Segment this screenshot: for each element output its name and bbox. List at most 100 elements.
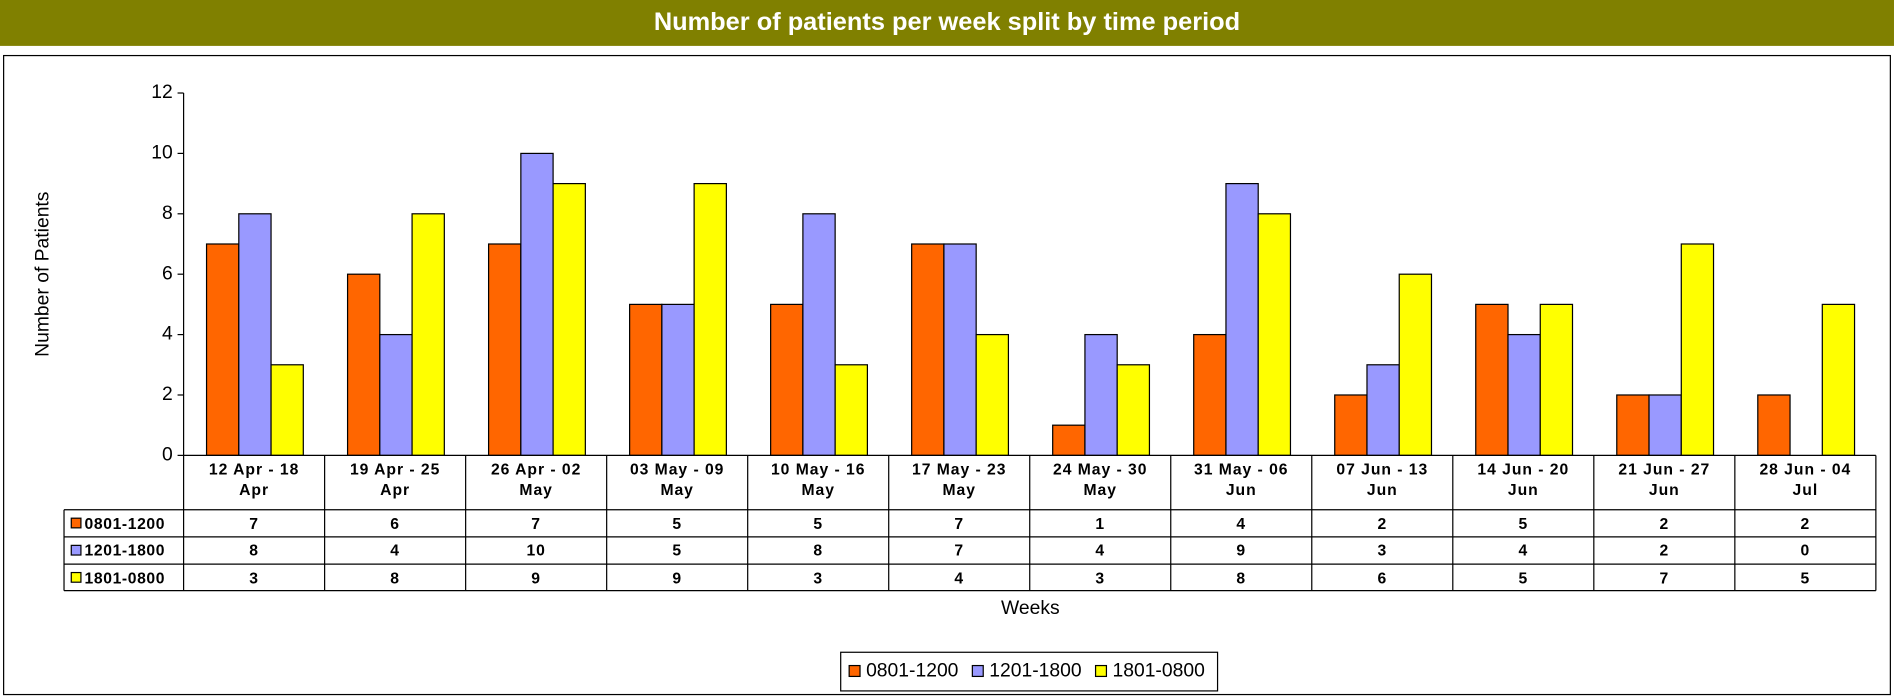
x-tick-label: 10 May - 16 May [770,460,866,499]
x-tick-label: 24 May - 30 May [1053,460,1148,499]
table-value: 5 [672,541,683,560]
table-legend-swatch [70,571,82,583]
bar [943,243,977,456]
bar [1539,303,1574,456]
table-value: 4 [954,568,965,587]
bar [661,303,695,456]
bar [520,152,554,456]
bar [487,243,522,456]
table-value: 0 [1800,541,1811,560]
table-value: 2 [1659,541,1670,560]
bar [1475,303,1509,456]
table-value: 3 [249,568,259,587]
bar [802,213,836,456]
table-series-name: 1201-1800 [84,541,166,560]
table-value: 9 [672,568,683,587]
table-legend-swatch [70,544,82,556]
bar [1821,303,1856,456]
bar [1398,273,1433,456]
table-value: 6 [1377,568,1388,587]
table-value: 3 [1095,568,1106,587]
table-value: 10 [526,541,546,560]
bar [1257,213,1292,456]
bar [1052,424,1086,456]
table-value: 7 [249,513,259,533]
table-value: 5 [813,513,824,533]
x-axis-label: Weeks [1001,598,1060,619]
table-value: 3 [813,568,824,587]
table-value: 5 [672,513,683,533]
x-tick-label: 31 May - 06 Jun [1194,460,1289,499]
y-tick-label: 2 [162,384,173,405]
table-value: 7 [1659,568,1670,587]
table-value: 2 [1377,513,1388,533]
table-value: 5 [1800,568,1811,587]
table-value: 1 [1095,513,1106,533]
table-value: 8 [1236,568,1247,587]
table-value: 8 [390,568,400,587]
bar [1757,394,1791,456]
bar [1193,333,1227,456]
x-tick-label: 21 Jun - 27 Jun [1618,460,1711,499]
bar [238,213,272,456]
table-value: 7 [954,513,965,533]
bar [379,333,413,456]
bar [975,333,1010,456]
table-value: 5 [1518,568,1529,587]
table-value: 9 [1236,541,1247,560]
bar [1225,182,1259,456]
table-value: 7 [531,513,542,533]
legend-swatch [1094,664,1108,678]
bar [205,243,240,456]
x-tick-label: 07 Jun - 13 Jun [1336,460,1429,499]
table-value: 3 [1377,541,1388,560]
table-value: 4 [1236,513,1247,533]
table-value: 9 [531,568,542,587]
y-tick-label: 0 [162,444,173,465]
table-series-name: 1801-0800 [84,568,166,587]
bar [629,303,663,456]
x-tick-label: 14 Jun - 20 Jun [1477,460,1570,499]
bar [693,182,727,456]
legend-label: 1801-0800 [1112,661,1204,682]
bar [552,182,586,456]
table-value: 6 [390,513,400,533]
table-series-name: 0801-1200 [84,513,166,533]
bar [1084,333,1118,456]
bar [1616,394,1650,456]
bar [1648,394,1682,456]
y-tick-label: 10 [151,143,172,164]
table-value: 4 [1518,541,1529,560]
table-value: 7 [954,541,965,560]
x-tick-label: 12 Apr - 18 Apr [208,460,300,499]
y-tick-label: 8 [162,203,173,224]
table-value: 4 [1095,541,1106,560]
legend-swatch [848,664,861,678]
legend-label: 0801-1200 [866,661,958,682]
bar [1334,394,1368,456]
bar [1507,333,1541,456]
legend-swatch [971,664,984,678]
bar [411,213,445,456]
table-value: 5 [1518,513,1529,533]
table-legend-swatch [70,517,82,529]
y-axis-label: Number of Patients [33,192,54,357]
legend-label: 1201-1800 [989,661,1081,682]
bar [911,243,945,456]
x-tick-label: 26 Apr - 02 May [490,460,582,499]
table-value: 8 [813,541,824,560]
x-tick-label: 03 May - 09 May [629,460,725,499]
chart-title: Number of patients per week split by tim… [0,0,1894,46]
bar [1116,364,1151,456]
table-value: 2 [1800,513,1811,533]
bar [1680,243,1715,456]
bar [346,273,381,456]
legend-box [840,651,1219,692]
x-tick-label: 28 Jun - 04 Jul [1759,460,1852,499]
table-value: 2 [1659,513,1670,533]
x-tick-label: 19 Apr - 25 Apr [349,460,441,499]
bar [770,303,804,456]
